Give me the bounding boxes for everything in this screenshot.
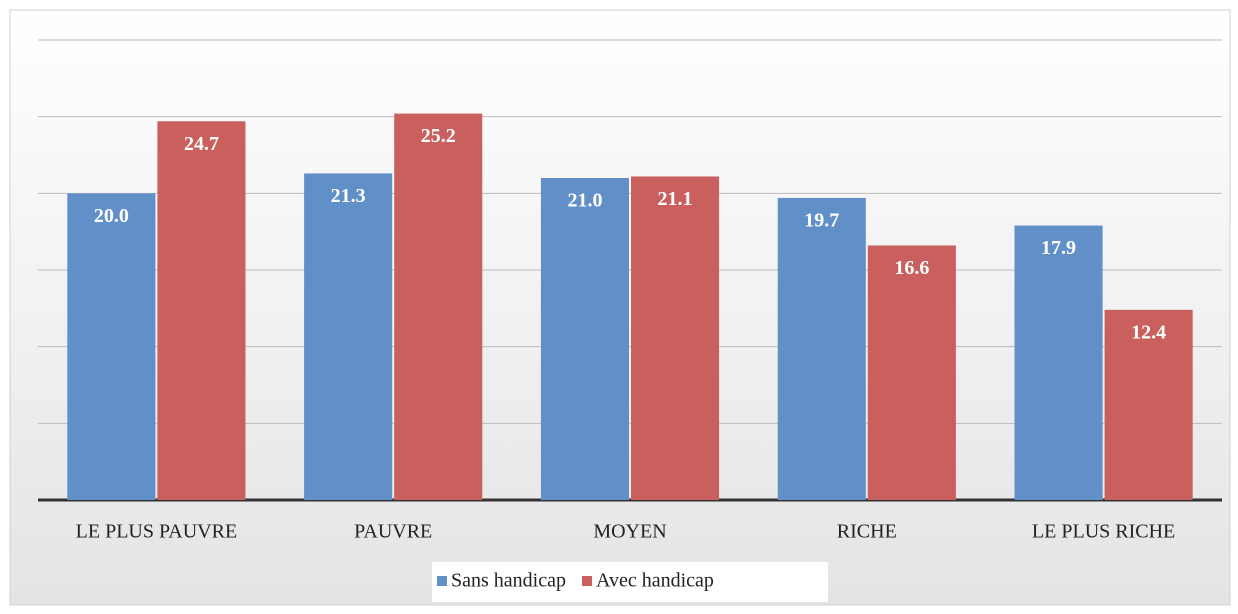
x-tick-label: RICHE: [837, 521, 897, 543]
bar: [867, 245, 956, 500]
x-tick-label: LE PLUS RICHE: [1032, 521, 1175, 543]
bar: [540, 178, 629, 500]
legend-swatch: [581, 576, 592, 586]
legend-box: [432, 562, 828, 602]
bar: [631, 176, 720, 500]
legend-label: Sans handicap: [451, 570, 566, 592]
value-label: 21.3: [331, 185, 366, 207]
x-tick-label: PAUVRE: [354, 521, 432, 543]
x-tick-label: LE PLUS PAUVRE: [76, 521, 238, 543]
bar: [1014, 225, 1103, 501]
value-label: 17.9: [1041, 237, 1076, 259]
bar: [67, 193, 156, 501]
value-label: 21.0: [567, 190, 602, 212]
value-label: 12.4: [1131, 321, 1166, 343]
value-label: 19.7: [804, 210, 839, 232]
bar: [304, 173, 393, 500]
bar: [394, 113, 483, 500]
value-label: 24.7: [184, 133, 219, 155]
value-label: 21.1: [658, 188, 693, 210]
bar: [1104, 309, 1193, 500]
value-label: 16.6: [894, 257, 929, 279]
legend-swatch: [437, 576, 447, 586]
legend: Sans handicap Avec handicap: [437, 570, 714, 592]
bars: [67, 113, 1193, 501]
value-label: 25.2: [421, 125, 456, 147]
legend-label: Avec handicap: [596, 570, 714, 592]
labels: LE PLUS PAUVRE 20.0 24.7 PAUVRE 21.3 25.2 MOYE…: [76, 125, 1176, 542]
bar: [157, 121, 246, 501]
bar: [777, 197, 866, 500]
x-tick-label: MOYEN: [593, 521, 666, 543]
value-label: 20.0: [94, 205, 129, 227]
